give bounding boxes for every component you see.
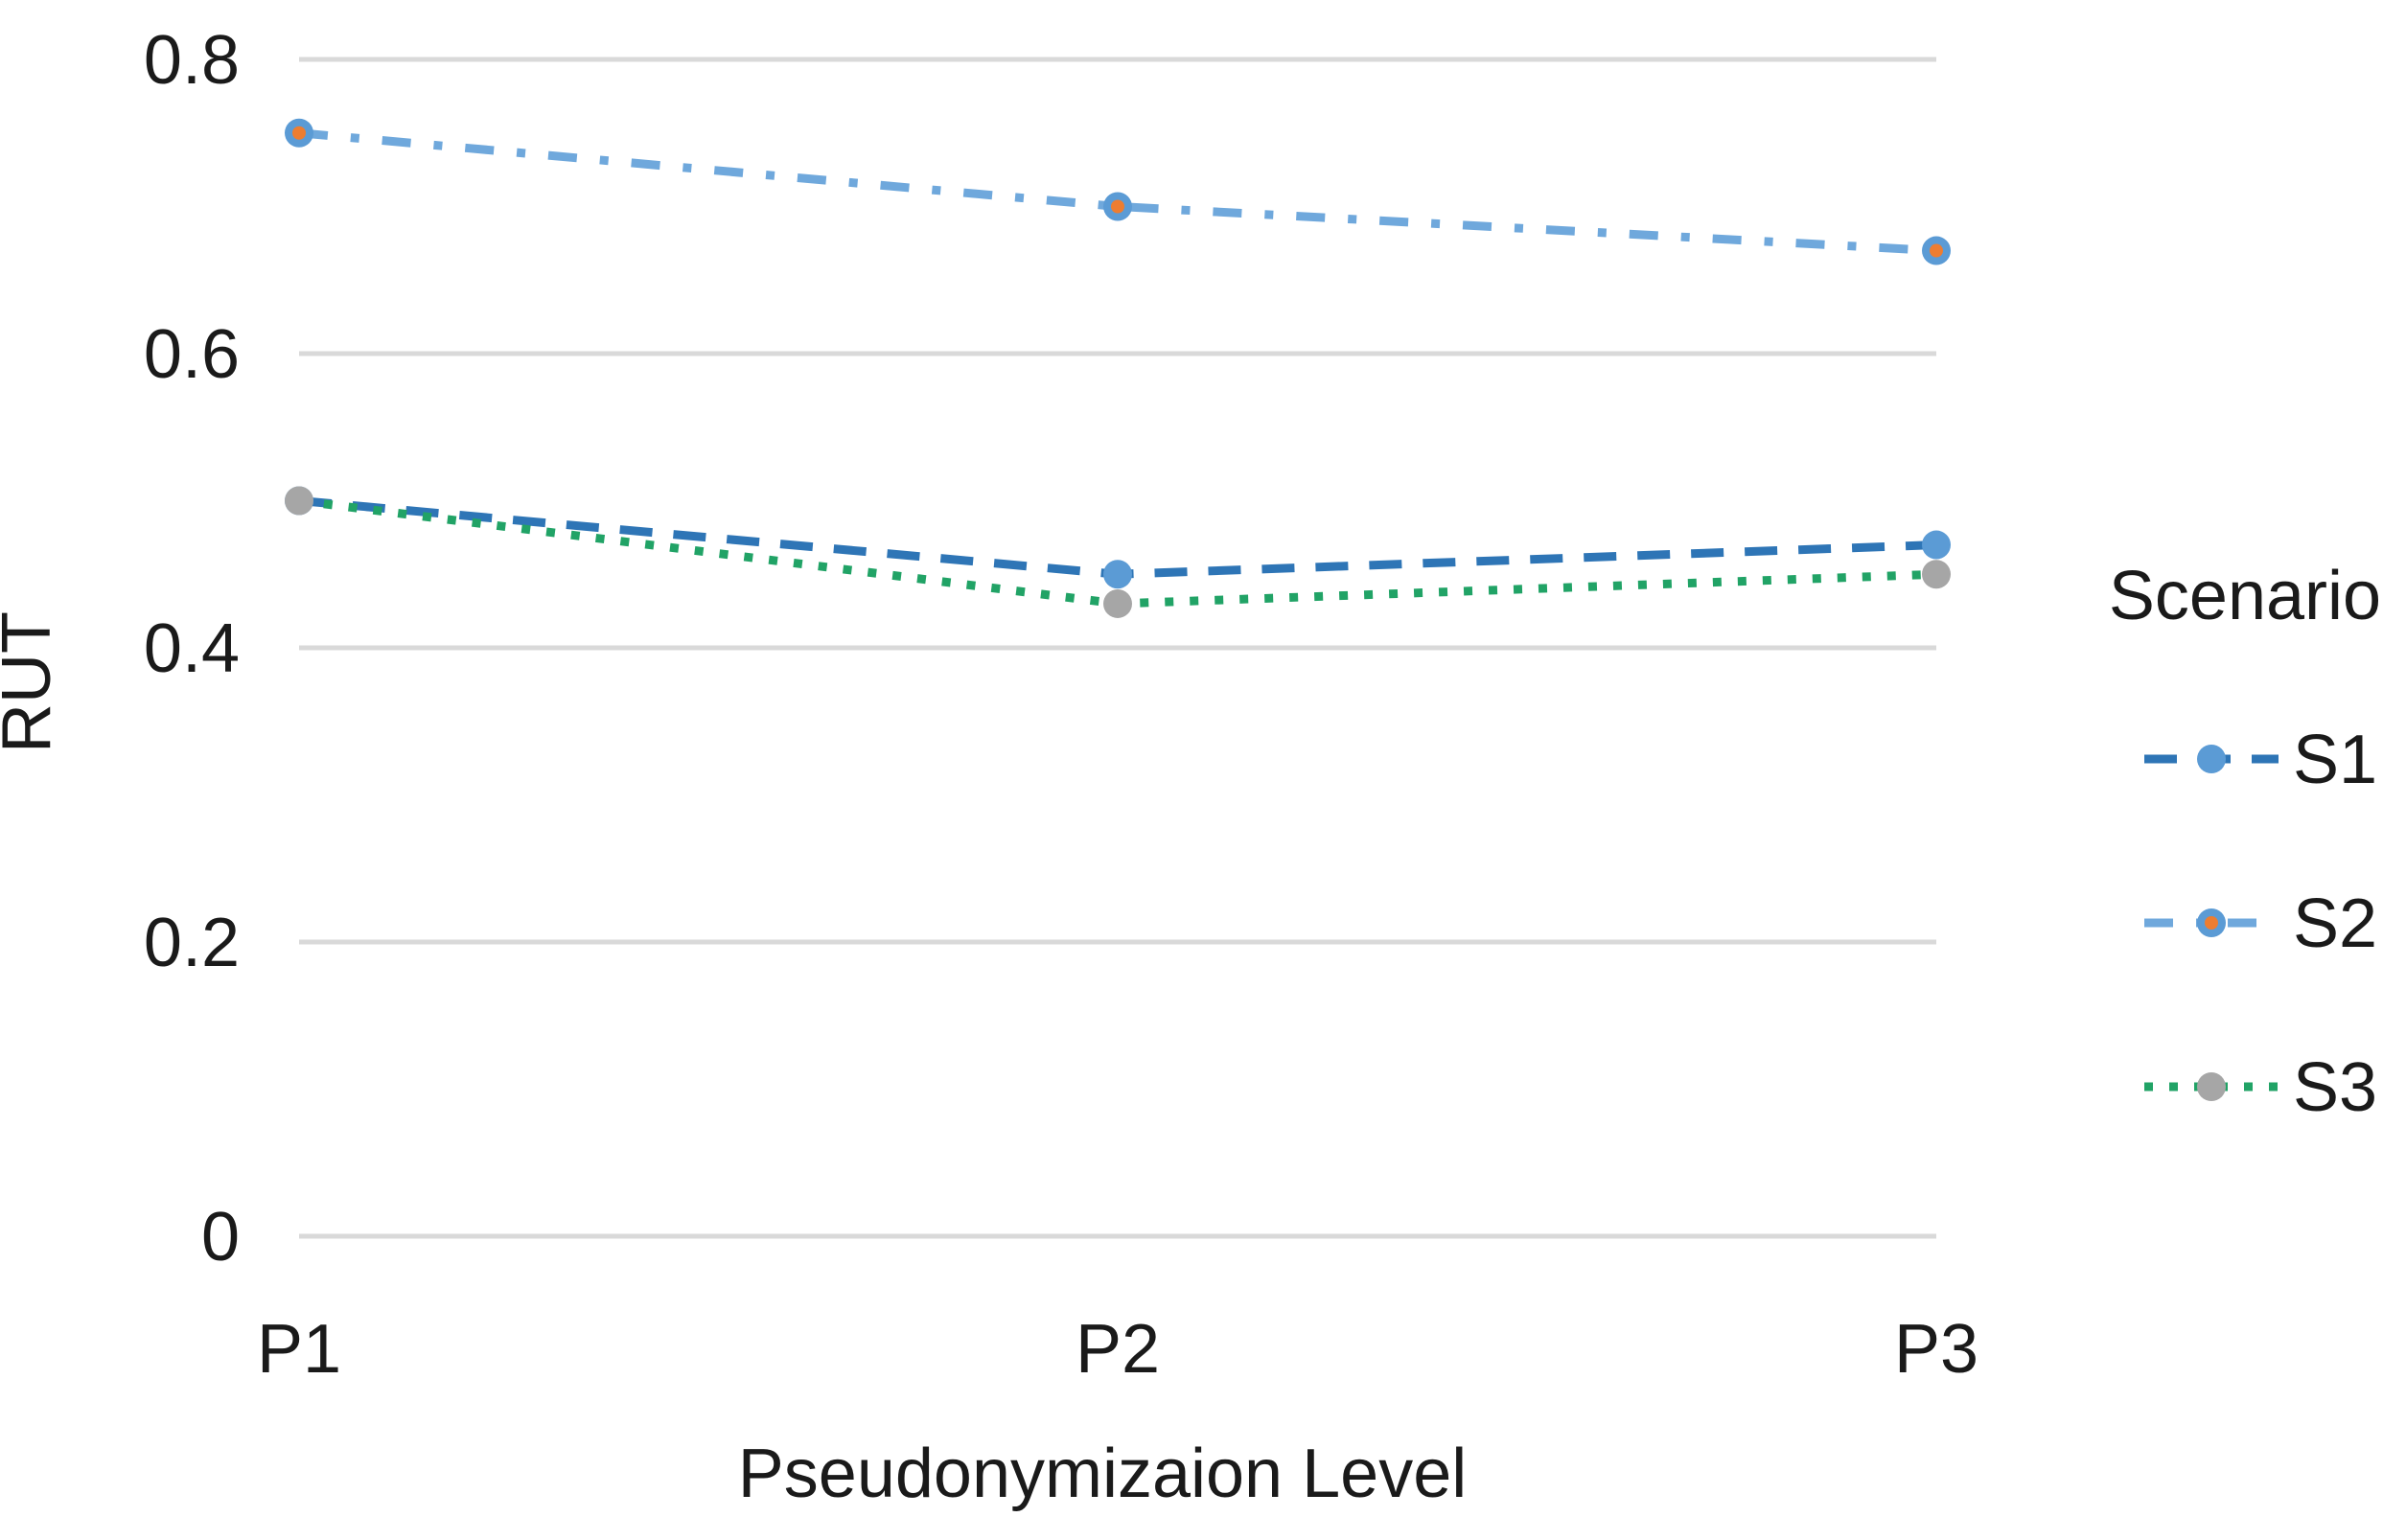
y-tick-label: 0 [201,1199,240,1276]
legend-marker-inner-S2 [2205,916,2218,930]
y-tick-labels: 0 0.2 0.4 0.6 0.8 [144,22,240,1276]
legend-item-S2: S2 [2144,885,2377,962]
data-point-S3-P1 [285,486,313,516]
data-point-inner-S2-P1 [292,126,306,140]
series-markers [285,118,1951,618]
x-tick-label: P2 [1076,1311,1160,1388]
x-tick-label: P1 [257,1311,341,1388]
data-point-S3-P2 [1103,588,1132,618]
x-axis-title: Pseudonymizaion Level [738,1436,1467,1512]
legend-label-S1: S1 [2293,722,2377,798]
y-tick-label: 0.2 [144,905,240,981]
legend-item-S3: S3 [2144,1049,2377,1126]
gridlines [299,57,1936,1239]
x-tick-label: P3 [1894,1311,1978,1388]
y-tick-label: 0.8 [144,22,240,99]
x-tick-labels: P1 P2 P3 [257,1311,1978,1388]
legend: Scenario S1 S2 S3 [2109,558,2381,1126]
legend-items: S1 S2 S3 [2144,722,2377,1126]
series-line-S2 [298,128,1937,256]
data-point-S1-P2 [1103,560,1132,589]
data-point-inner-S2-P2 [1111,199,1124,214]
legend-item-S1: S1 [2144,722,2377,798]
y-tick-label: 0.6 [144,316,240,393]
legend-title: Scenario [2109,558,2381,634]
legend-label-S3: S3 [2293,1049,2377,1126]
legend-label-S2: S2 [2293,885,2377,962]
data-point-S1-P3 [1922,530,1951,560]
y-tick-label: 0.4 [144,610,240,687]
y-axis-title: RUT [0,611,65,753]
data-point-S3-P3 [1922,560,1951,589]
data-point-inner-S2-P3 [1930,243,1943,258]
legend-marker-S3 [2197,1072,2226,1101]
legend-marker-S1 [2197,745,2226,773]
